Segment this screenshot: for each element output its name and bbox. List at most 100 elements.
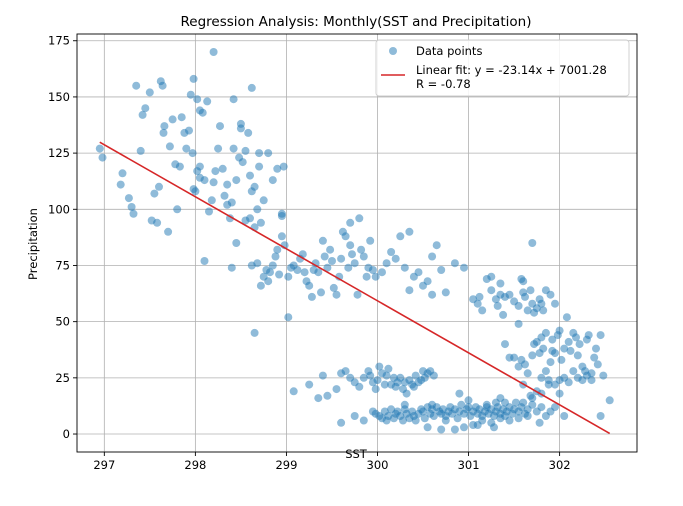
x-tick-label: 300 xyxy=(367,458,389,472)
data-point xyxy=(124,194,133,203)
data-point xyxy=(307,292,316,301)
data-point xyxy=(555,376,564,385)
data-point xyxy=(317,288,325,297)
data-point xyxy=(441,416,450,425)
data-point xyxy=(153,218,162,227)
data-point xyxy=(496,290,505,299)
data-point xyxy=(487,272,496,281)
x-tick-label: 299 xyxy=(275,458,297,472)
data-point xyxy=(411,416,420,425)
data-point xyxy=(496,279,505,288)
data-point xyxy=(118,169,127,178)
data-point xyxy=(505,290,514,299)
y-tick-label: 25 xyxy=(55,371,70,385)
data-point xyxy=(289,387,298,396)
data-point xyxy=(353,290,362,299)
x-tick-label: 298 xyxy=(184,458,206,472)
data-point xyxy=(501,340,509,349)
data-point xyxy=(159,128,168,137)
data-point xyxy=(95,144,104,153)
data-point xyxy=(300,268,309,277)
data-point xyxy=(437,425,446,434)
data-point xyxy=(584,331,593,340)
data-point xyxy=(227,263,236,272)
data-point xyxy=(546,358,555,367)
data-point xyxy=(256,281,265,290)
data-point xyxy=(564,337,573,346)
data-point xyxy=(127,203,136,211)
data-point xyxy=(332,385,341,394)
data-point xyxy=(350,259,359,268)
legend-label-data-points: Data points xyxy=(416,44,482,58)
data-point xyxy=(501,398,509,407)
legend-label-linear-fit: Linear fit: y = -23.14x + 7001.28 R = -0.… xyxy=(416,63,607,91)
data-point xyxy=(273,164,282,173)
data-point xyxy=(266,268,274,277)
data-point xyxy=(555,326,564,335)
data-point xyxy=(546,290,555,299)
data-point xyxy=(332,290,341,299)
data-point xyxy=(220,191,229,200)
data-point xyxy=(541,328,550,337)
data-point xyxy=(211,167,220,176)
data-point xyxy=(371,385,380,394)
data-point xyxy=(264,277,273,286)
data-point xyxy=(357,245,366,254)
data-point xyxy=(337,254,346,263)
data-point xyxy=(236,119,245,128)
data-point xyxy=(457,400,466,409)
x-tick-label: 297 xyxy=(93,458,115,472)
data-point xyxy=(423,277,432,286)
data-point xyxy=(305,380,314,389)
data-point xyxy=(366,371,375,380)
data-point xyxy=(523,306,532,315)
data-point xyxy=(250,328,259,337)
x-axis-ticks: 297 298 299 300 301 302 xyxy=(93,452,571,472)
y-tick-label: 125 xyxy=(48,146,70,160)
data-point xyxy=(329,283,338,292)
data-point xyxy=(207,196,216,205)
data-point xyxy=(98,153,107,162)
data-point xyxy=(428,290,437,299)
data-point xyxy=(279,162,288,171)
data-point xyxy=(528,351,537,360)
data-point xyxy=(203,97,212,106)
data-point xyxy=(405,286,414,295)
data-point xyxy=(453,414,462,423)
data-point xyxy=(268,261,277,270)
data-point xyxy=(326,245,335,254)
data-point xyxy=(241,146,250,155)
data-point xyxy=(420,414,429,423)
data-point xyxy=(305,281,314,290)
data-point xyxy=(380,380,389,389)
data-point xyxy=(544,380,553,389)
data-point xyxy=(328,257,336,265)
data-point xyxy=(366,236,375,245)
data-point xyxy=(528,394,537,403)
data-point xyxy=(537,299,546,308)
data-point xyxy=(259,196,268,205)
legend-box xyxy=(375,39,630,97)
data-point xyxy=(473,299,482,308)
data-point xyxy=(362,272,371,281)
y-tick-label: 50 xyxy=(55,315,70,329)
data-point xyxy=(116,180,125,189)
data-point xyxy=(246,171,254,180)
data-point xyxy=(355,382,364,391)
data-point xyxy=(539,344,548,353)
data-point xyxy=(218,164,227,173)
data-point xyxy=(482,400,491,409)
data-point xyxy=(573,351,582,360)
data-point xyxy=(499,310,508,319)
data-point xyxy=(264,149,273,158)
data-point xyxy=(223,200,232,209)
data-point xyxy=(391,254,400,263)
data-point xyxy=(185,126,193,135)
data-point xyxy=(209,178,218,187)
data-point xyxy=(344,263,353,272)
data-point xyxy=(150,189,159,198)
data-point xyxy=(375,362,384,371)
data-point xyxy=(572,333,580,342)
data-point xyxy=(541,367,550,376)
